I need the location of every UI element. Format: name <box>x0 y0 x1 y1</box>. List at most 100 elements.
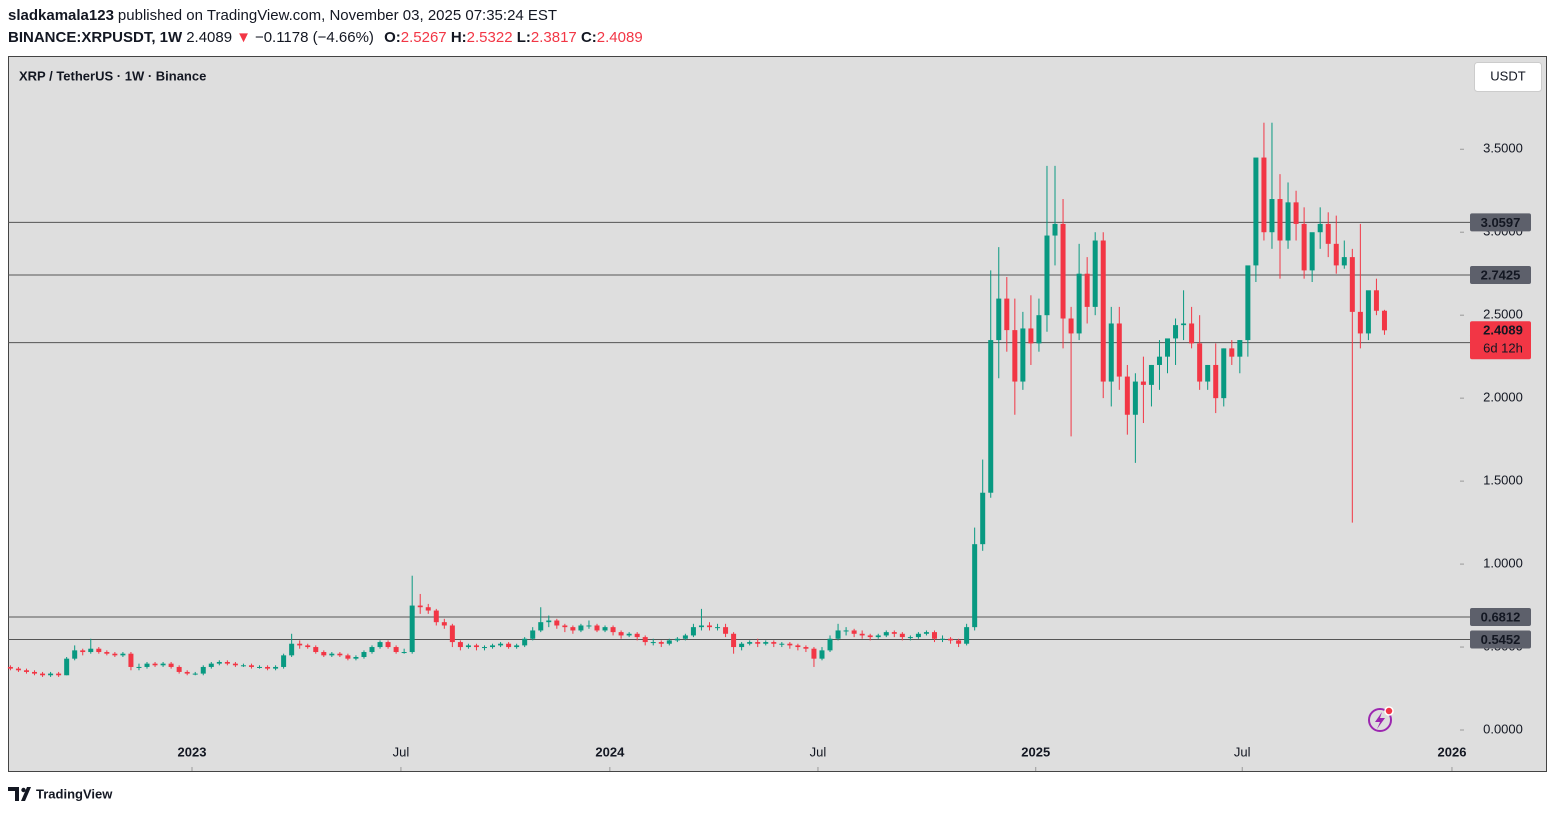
candle-body <box>538 622 544 631</box>
candle-body <box>923 632 929 634</box>
candle-body <box>690 627 696 636</box>
currency[interactable]: USDT <box>1490 68 1525 83</box>
candle-body <box>465 645 471 648</box>
candle-body <box>530 630 536 639</box>
candle-body <box>449 625 455 643</box>
level-label-box <box>1470 630 1531 649</box>
candle-body <box>634 633 640 638</box>
candle-body <box>313 647 319 653</box>
l-value: 2.3817 <box>530 29 577 46</box>
candle-body <box>618 632 624 636</box>
candle-body <box>1293 202 1299 224</box>
level-label: 0.6812 <box>1481 609 1521 624</box>
candle-body <box>257 666 263 668</box>
c-label: C: <box>580 29 597 46</box>
candle-body <box>72 650 78 659</box>
candle-body <box>1333 243 1339 266</box>
candle-body <box>1373 290 1379 311</box>
candle-body <box>666 640 672 644</box>
candle-body <box>1221 348 1227 399</box>
candle-body <box>964 627 970 644</box>
candle-body <box>891 632 897 634</box>
candle-body <box>578 625 584 631</box>
candle-body <box>915 633 921 638</box>
candle-body <box>297 643 303 646</box>
snapshot-icon <box>1368 706 1394 732</box>
candle-body <box>1205 364 1211 382</box>
publish-line: sladkamala123 published on TradingView.co… <box>8 7 557 24</box>
candle-body <box>562 625 568 628</box>
h-value: 2.5322 <box>466 29 513 46</box>
candle-body <box>1148 364 1154 385</box>
candle-body <box>1092 240 1098 307</box>
candle-body <box>1189 323 1195 344</box>
candle-body <box>658 642 664 644</box>
candle-body <box>168 663 174 667</box>
candle-body <box>602 627 608 631</box>
candle-body <box>731 633 737 648</box>
y-tick-label: 1.5000 <box>1483 473 1523 488</box>
candle-body <box>1165 338 1171 357</box>
candle-body <box>594 625 600 631</box>
candle-body <box>988 340 994 493</box>
candle-body <box>1317 223 1323 233</box>
candle-body <box>128 653 134 667</box>
y-tick-label: 0.0000 <box>1483 721 1523 736</box>
candle-body <box>152 663 158 666</box>
candle-body <box>650 642 656 644</box>
level-label-box <box>1470 607 1531 626</box>
candle-body <box>899 633 905 638</box>
candle-body <box>393 647 399 653</box>
x-tick-label: Jul <box>810 744 827 759</box>
candle-body <box>56 673 62 676</box>
candle-body <box>482 647 488 649</box>
candle-body <box>40 673 46 676</box>
candle-body <box>88 648 94 653</box>
candle-body <box>771 642 777 644</box>
candle-body <box>1052 223 1058 236</box>
y-tick-label: 3.0000 <box>1483 224 1523 239</box>
candle-body <box>498 643 504 646</box>
candle-body <box>763 642 769 644</box>
candle-body <box>248 665 254 667</box>
level-label-box <box>1470 213 1531 232</box>
candle-body <box>409 605 415 653</box>
candle-body <box>980 492 986 545</box>
candle-body <box>1269 199 1275 233</box>
candle-body <box>7 666 13 669</box>
y-tick-label: 3.5000 <box>1483 141 1523 156</box>
candle-body <box>112 653 118 656</box>
symbol: BINANCE:XRPUSDT, 1W <box>8 29 183 46</box>
candle-body <box>417 605 423 608</box>
brand: TradingView <box>36 786 113 801</box>
candle-body <box>32 671 38 674</box>
candle-body <box>281 655 287 667</box>
author: sladkamala123 <box>8 7 114 24</box>
candle-body <box>377 642 383 648</box>
candle-body <box>1261 157 1267 233</box>
candle-body <box>570 627 576 631</box>
candle-body <box>289 643 295 656</box>
candle-body <box>1197 343 1203 382</box>
candle-body <box>851 630 857 634</box>
candle-body <box>457 642 463 648</box>
candle-body <box>329 653 335 656</box>
candle-body <box>795 645 801 648</box>
candle-body <box>369 647 375 653</box>
candle-body <box>337 653 343 656</box>
level-label: 2.3348 <box>1481 335 1521 350</box>
candle-body <box>64 658 70 676</box>
candle-body <box>176 666 182 672</box>
candle-body <box>192 673 198 675</box>
candle-body <box>1108 323 1114 382</box>
level-label: 2.7425 <box>1481 267 1521 282</box>
candle-body <box>875 635 881 638</box>
o-label: O: <box>384 29 401 46</box>
candle-body <box>1237 340 1243 357</box>
x-tick-label: 2023 <box>178 744 207 759</box>
candle-body <box>345 655 351 659</box>
candle-body <box>867 635 873 638</box>
candle-body <box>273 666 279 669</box>
currency-button[interactable] <box>1474 62 1542 92</box>
y-tick-label: 2.0000 <box>1483 390 1523 405</box>
